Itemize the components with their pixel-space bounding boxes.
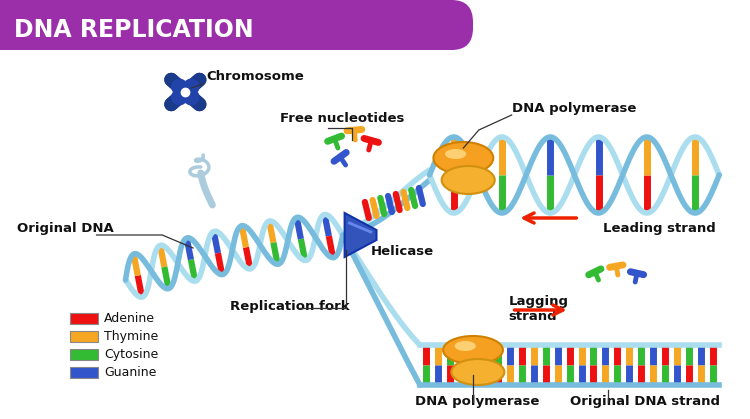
Text: DNA polymerase: DNA polymerase — [415, 395, 539, 408]
Ellipse shape — [445, 149, 466, 159]
FancyBboxPatch shape — [70, 349, 98, 360]
Text: Original DNA: Original DNA — [17, 222, 114, 235]
Text: DNA REPLICATION: DNA REPLICATION — [13, 18, 254, 42]
FancyBboxPatch shape — [70, 313, 98, 324]
FancyBboxPatch shape — [70, 367, 98, 378]
Text: Guanine: Guanine — [104, 366, 157, 379]
Ellipse shape — [452, 359, 505, 385]
Text: DNA polymerase: DNA polymerase — [512, 102, 636, 115]
Ellipse shape — [443, 336, 503, 364]
Text: Thymine: Thymine — [104, 330, 158, 343]
Text: Leading strand: Leading strand — [603, 222, 716, 235]
Ellipse shape — [454, 341, 476, 351]
Text: Original DNA strand: Original DNA strand — [569, 395, 719, 408]
Text: Replication fork: Replication fork — [230, 300, 350, 313]
Text: Cytosine: Cytosine — [104, 348, 158, 361]
Text: Helicase: Helicase — [370, 245, 434, 258]
Text: Free nucleotides: Free nucleotides — [280, 112, 404, 125]
FancyBboxPatch shape — [0, 0, 473, 50]
Text: Lagging
strand: Lagging strand — [509, 295, 568, 323]
Text: Adenine: Adenine — [104, 312, 155, 325]
Polygon shape — [0, 0, 193, 50]
FancyBboxPatch shape — [70, 331, 98, 342]
Ellipse shape — [433, 142, 494, 174]
Text: Chromosome: Chromosome — [206, 70, 304, 83]
Polygon shape — [344, 213, 376, 257]
Ellipse shape — [442, 166, 495, 194]
